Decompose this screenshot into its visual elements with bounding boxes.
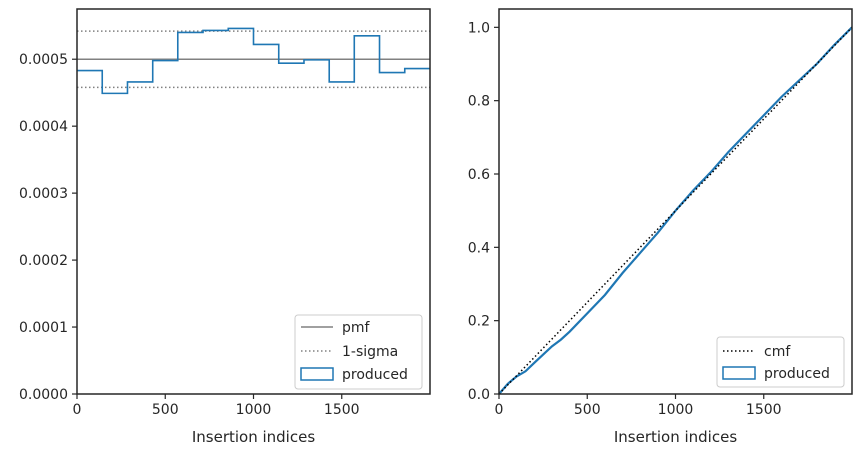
y-tick-label: 0.2 <box>468 314 490 330</box>
cmf-panel: 0 500 1000 1500 0.0 0.2 0.4 0.6 0.8 1.0 Insertio… <box>468 8 853 446</box>
y-tick-label: 0.0005 <box>19 52 68 68</box>
cmf-plot-area <box>498 26 853 395</box>
cmf-y-ticks: 0.0 0.2 0.4 0.6 0.8 1.0 <box>468 20 499 403</box>
pmf-x-axis-label: Insertion indices <box>192 428 315 446</box>
pmf-legend: pmf 1-sigma produced <box>294 314 423 390</box>
x-tick-label: 1500 <box>746 402 782 418</box>
cmf-x-ticks: 0 500 1000 1500 <box>495 394 782 418</box>
legend-produced-swatch <box>300 367 334 381</box>
legend-cmf-label: cmf <box>764 344 791 360</box>
x-tick-label: 500 <box>152 402 179 418</box>
produced-cumulative-line <box>498 26 853 395</box>
cmf-legend: cmf produced <box>716 336 845 388</box>
y-tick-label: 0.0003 <box>19 186 68 202</box>
pmf-plot-area <box>77 27 430 95</box>
x-tick-label: 1000 <box>236 402 272 418</box>
x-tick-label: 0 <box>495 402 504 418</box>
pmf-legend-box <box>294 314 423 390</box>
x-tick-label: 1000 <box>658 402 694 418</box>
y-tick-label: 0.0002 <box>19 253 68 269</box>
cmf-x-axis-label: Insertion indices <box>614 428 737 446</box>
y-tick-label: 0.4 <box>468 240 490 256</box>
y-tick-label: 0.6 <box>468 167 490 183</box>
legend-pmf-label: pmf <box>342 320 371 336</box>
pmf-x-ticks: 0 500 1000 1500 <box>73 394 360 418</box>
legend-produced-label: produced <box>342 367 408 383</box>
y-tick-label: 1.0 <box>468 20 490 36</box>
pmf-y-ticks: 0.0000 0.0001 0.0002 0.0003 0.0004 0.0005 <box>19 52 77 403</box>
y-tick-label: 0.0 <box>468 387 490 403</box>
legend-produced-label: produced <box>764 366 830 382</box>
cmf-axes-frame <box>498 8 853 395</box>
produced-histogram-step <box>77 27 430 95</box>
legend-1-sigma-label: 1-sigma <box>342 344 398 360</box>
x-tick-label: 1500 <box>324 402 360 418</box>
cmf-line <box>498 26 853 395</box>
y-tick-label: 0.0004 <box>19 119 68 135</box>
pmf-histogram-panel: 0 500 1000 1500 0.00000.00010.00020.00030.0… <box>19 8 431 446</box>
x-tick-label: 0 <box>73 402 82 418</box>
x-tick-label: 500 <box>574 402 601 418</box>
y-tick-label: 0.0000 <box>19 387 68 403</box>
y-tick-label: 0.8 <box>468 94 490 110</box>
y-tick-label: 0.0001 <box>19 320 68 336</box>
legend-produced-swatch <box>722 366 756 380</box>
cmf-legend-box <box>716 336 845 388</box>
